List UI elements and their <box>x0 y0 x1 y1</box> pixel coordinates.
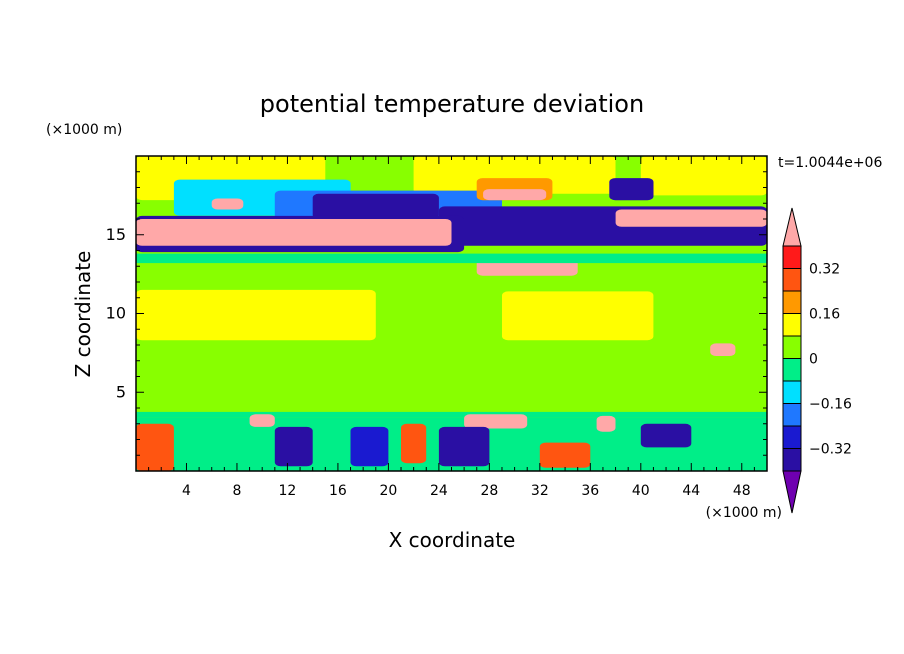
y-tick-label: 5 <box>116 382 126 401</box>
x-tick-label: 4 <box>182 483 191 499</box>
contour-region <box>502 291 654 341</box>
contour-region <box>539 442 591 468</box>
contour-region <box>401 423 427 464</box>
colorbar-swatch <box>782 380 802 404</box>
colorbar-swatch <box>782 290 802 314</box>
colorbar-swatch <box>782 245 802 269</box>
x-tick-label: 16 <box>329 483 347 499</box>
contour-region <box>413 156 616 194</box>
colorbar-swatch <box>782 403 802 427</box>
x-tick-label: 12 <box>279 483 297 499</box>
contour-region <box>136 219 452 246</box>
x-axis-label: X coordinate <box>389 528 516 552</box>
colorbar-tick-label: −0.16 <box>809 397 852 413</box>
contour-region <box>274 426 313 467</box>
time-label: t=1.0044e+06 <box>778 155 882 171</box>
contour-region <box>615 209 767 227</box>
contour-region <box>596 415 616 432</box>
x-axis: 4 8 12 16 20 24 28 32 36 40 44 48 <box>148 156 755 499</box>
colorbar-tick-label: 0 <box>809 352 818 368</box>
contour-region <box>710 343 736 356</box>
x-tick-label: 24 <box>430 483 448 499</box>
contour-region <box>640 423 692 448</box>
colorbar-swatch <box>782 358 802 382</box>
contour-region <box>609 178 654 201</box>
contour-region <box>249 414 275 427</box>
colorbar-swatch <box>782 313 802 337</box>
x-tick-label: 44 <box>682 483 700 499</box>
contour-region <box>464 414 528 429</box>
colorbar-tick-label: 0.32 <box>809 262 840 278</box>
y-unit-label: (×1000 m) <box>46 122 122 138</box>
y-axis-label: Z coordinate <box>71 251 95 378</box>
contour-region <box>438 426 490 467</box>
x-tick-label: 8 <box>232 483 241 499</box>
x-tick-label: 32 <box>531 483 549 499</box>
x-tick-label: 36 <box>581 483 599 499</box>
x-tick-label: 20 <box>379 483 397 499</box>
colorbar-swatch <box>782 425 802 449</box>
contour-region <box>136 423 174 472</box>
colorbar-swatch <box>782 268 802 292</box>
contour-region <box>136 289 376 341</box>
colorbar-extend-bottom <box>782 470 802 514</box>
colorbar-extend-top <box>782 207 802 247</box>
contour-field <box>136 156 767 472</box>
colorbar-swatch <box>782 335 802 359</box>
y-tick-label: 10 <box>106 304 126 323</box>
colorbar-tick-label: 0.16 <box>809 307 840 323</box>
x-unit-label: (×1000 m) <box>706 505 782 521</box>
contour-region <box>136 253 767 264</box>
x-tick-label: 48 <box>733 483 751 499</box>
chart-title: potential temperature deviation <box>260 90 644 118</box>
colorbar: −0.32 −0.16 0 0.16 0.32 <box>782 207 852 514</box>
x-tick-label: 40 <box>632 483 650 499</box>
contour-region <box>640 156 767 196</box>
colorbar-tick-label: −0.32 <box>809 442 852 458</box>
colorbar-swatch <box>782 448 802 472</box>
contour-region <box>312 193 439 219</box>
y-tick-label: 15 <box>106 225 126 244</box>
contour-region <box>136 345 767 412</box>
x-tick-label: 28 <box>480 483 498 499</box>
y-axis: 5 10 15 <box>106 171 767 456</box>
contour-region <box>483 189 547 201</box>
contour-region <box>350 426 389 467</box>
contour-region <box>136 411 767 418</box>
contour-region <box>211 198 244 210</box>
